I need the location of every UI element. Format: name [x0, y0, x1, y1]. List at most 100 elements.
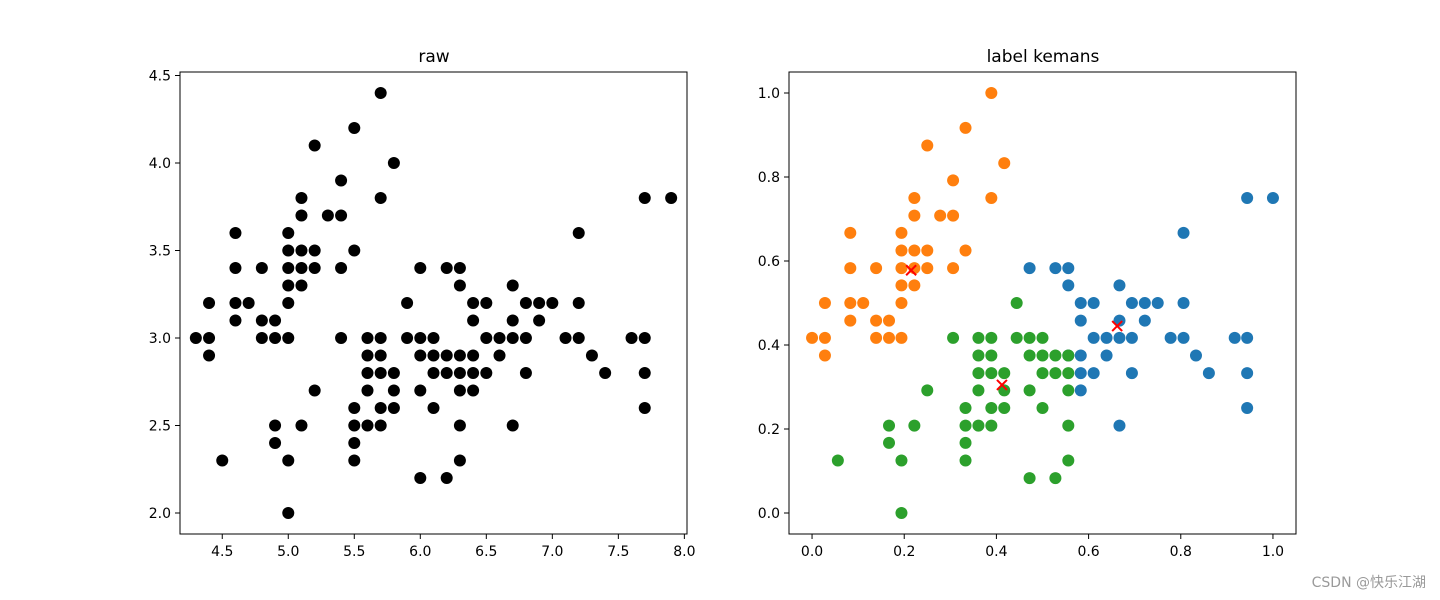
data-point	[1062, 384, 1075, 397]
data-point	[519, 332, 532, 344]
x-tick-label: 0.6	[1077, 544, 1099, 560]
y-tick-label: 1.0	[758, 86, 780, 102]
data-point	[308, 262, 321, 274]
x-tick-label: 0.4	[985, 544, 1007, 560]
data-point	[818, 349, 831, 362]
data-point	[1074, 297, 1087, 309]
data-point	[282, 332, 295, 344]
data-point	[857, 297, 870, 309]
data-point	[203, 332, 216, 344]
data-point	[895, 262, 908, 275]
data-point	[972, 419, 985, 432]
data-point	[1049, 349, 1062, 362]
data-point	[959, 121, 972, 134]
data-point	[533, 314, 546, 327]
data-point	[467, 297, 480, 309]
chart-title: raw	[418, 47, 449, 67]
data-point	[1023, 331, 1036, 344]
data-point	[665, 192, 678, 204]
data-point	[546, 297, 559, 309]
data-point	[959, 436, 972, 449]
data-point	[440, 367, 453, 379]
data-point	[844, 297, 857, 309]
data-point	[414, 384, 427, 397]
data-point	[467, 349, 480, 362]
data-point	[1023, 384, 1036, 397]
data-point	[1062, 262, 1075, 275]
data-point	[1151, 297, 1164, 309]
y-tick-label: 0.6	[758, 254, 780, 270]
data-point	[908, 209, 921, 222]
data-point	[387, 367, 400, 379]
chart-label-kemans: label kemans 0.0 0.2 0.4 0.6 0.8 1.0 0.0 0.2 0.4…	[758, 47, 1297, 560]
data-point	[414, 262, 427, 274]
data-point	[1010, 331, 1023, 344]
data-point	[1100, 331, 1113, 344]
data-point	[348, 454, 361, 467]
data-point	[831, 454, 844, 467]
data-point	[229, 314, 242, 327]
data-point	[638, 192, 651, 204]
data-point	[374, 87, 387, 99]
data-point	[1138, 297, 1151, 309]
data-point	[282, 454, 295, 467]
data-point	[282, 244, 295, 257]
data-point	[972, 349, 985, 362]
x-tick-label: 5.5	[343, 544, 365, 560]
data-point	[998, 384, 1011, 397]
data-point	[895, 507, 908, 519]
data-point	[361, 419, 374, 432]
data-point	[348, 244, 361, 257]
data-point	[453, 454, 466, 467]
data-point	[1266, 192, 1279, 204]
data-point	[895, 331, 908, 344]
data-point	[1241, 367, 1254, 380]
data-point	[818, 331, 831, 344]
data-point	[638, 402, 651, 414]
data-point	[1113, 314, 1126, 327]
x-tick-label: 6.0	[409, 544, 431, 560]
data-point	[1074, 384, 1087, 397]
data-point	[1023, 472, 1036, 485]
data-point	[947, 262, 960, 275]
data-point	[229, 297, 242, 309]
data-point	[387, 157, 400, 169]
data-point	[295, 244, 308, 257]
data-point	[467, 367, 480, 379]
data-point	[189, 332, 202, 344]
data-point	[1049, 472, 1062, 485]
data-point	[998, 367, 1011, 380]
data-point	[895, 297, 908, 309]
data-point	[1100, 349, 1113, 362]
data-point	[985, 192, 998, 204]
data-point	[453, 367, 466, 379]
data-point	[1023, 262, 1036, 275]
data-point	[282, 279, 295, 292]
data-point	[440, 262, 453, 274]
data-point	[453, 262, 466, 274]
data-point	[947, 331, 960, 344]
data-point	[269, 419, 282, 432]
data-point	[387, 384, 400, 397]
data-point	[895, 244, 908, 257]
data-point	[414, 472, 427, 484]
data-point	[870, 262, 883, 275]
data-point	[506, 419, 519, 432]
data-point	[883, 331, 896, 344]
data-point	[1164, 331, 1177, 344]
data-point	[1062, 279, 1075, 292]
data-point	[1228, 331, 1241, 344]
data-point	[440, 349, 453, 362]
data-point	[427, 402, 440, 414]
data-point	[1062, 367, 1075, 380]
data-point	[1036, 367, 1049, 380]
data-point	[401, 332, 414, 344]
data-point	[295, 279, 308, 292]
data-point	[1177, 297, 1190, 309]
data-point	[467, 384, 480, 397]
data-point	[295, 192, 308, 204]
data-point	[599, 367, 612, 379]
data-point	[1036, 331, 1049, 344]
chart-raw: raw 4.5 5.0 5.5 6.0 6.5 7.0 7.5 8.0 2.0 2.5 3.0 3.5…	[149, 47, 696, 560]
